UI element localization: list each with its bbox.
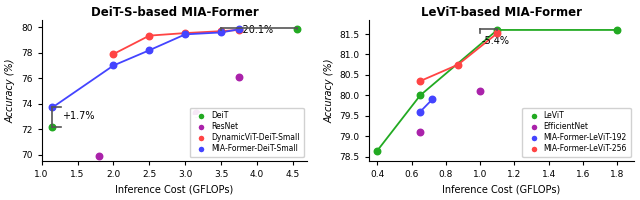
Legend: LeViT, EfficientNet, MIA-Former-LeViT-192, MIA-Former-LeViT-256: LeViT, EfficientNet, MIA-Former-LeViT-19… — [522, 108, 630, 157]
Point — [180, 31, 190, 35]
Point — [415, 79, 425, 83]
Point — [234, 28, 244, 31]
Point — [144, 34, 154, 37]
Point — [108, 52, 118, 56]
Point — [234, 28, 244, 31]
Point — [492, 32, 502, 35]
Point — [415, 94, 425, 97]
Point — [47, 125, 58, 128]
Point — [452, 63, 463, 66]
Point — [94, 155, 104, 158]
Text: -5.4%: -5.4% — [482, 36, 510, 46]
Point — [191, 111, 201, 114]
Point — [108, 64, 118, 67]
Point — [475, 90, 485, 93]
Point — [234, 75, 244, 79]
Point — [216, 30, 227, 33]
Point — [291, 27, 301, 30]
Point — [180, 33, 190, 36]
Title: DeiT-S-based MIA-Former: DeiT-S-based MIA-Former — [91, 6, 259, 19]
Text: -20.1%: -20.1% — [239, 25, 273, 35]
Point — [216, 31, 227, 34]
Y-axis label: Accuracy (%): Accuracy (%) — [6, 58, 15, 123]
Point — [612, 28, 623, 32]
Text: +1.7%: +1.7% — [61, 111, 94, 121]
Legend: DeiT, ResNet, DynamicViT-DeiT-Small, MIA-Former-DeiT-Small: DeiT, ResNet, DynamicViT-DeiT-Small, MIA… — [190, 108, 303, 157]
Y-axis label: Accuracy (%): Accuracy (%) — [324, 58, 334, 123]
Point — [492, 28, 502, 32]
Point — [47, 106, 58, 109]
X-axis label: Inference Cost (GFLOPs): Inference Cost (GFLOPs) — [115, 184, 234, 194]
Point — [415, 131, 425, 134]
Point — [372, 149, 383, 152]
Point — [415, 110, 425, 113]
Title: LeViT-based MIA-Former: LeViT-based MIA-Former — [421, 6, 582, 19]
Point — [427, 98, 437, 101]
X-axis label: Inference Cost (GFLOPs): Inference Cost (GFLOPs) — [442, 184, 561, 194]
Point — [144, 49, 154, 52]
